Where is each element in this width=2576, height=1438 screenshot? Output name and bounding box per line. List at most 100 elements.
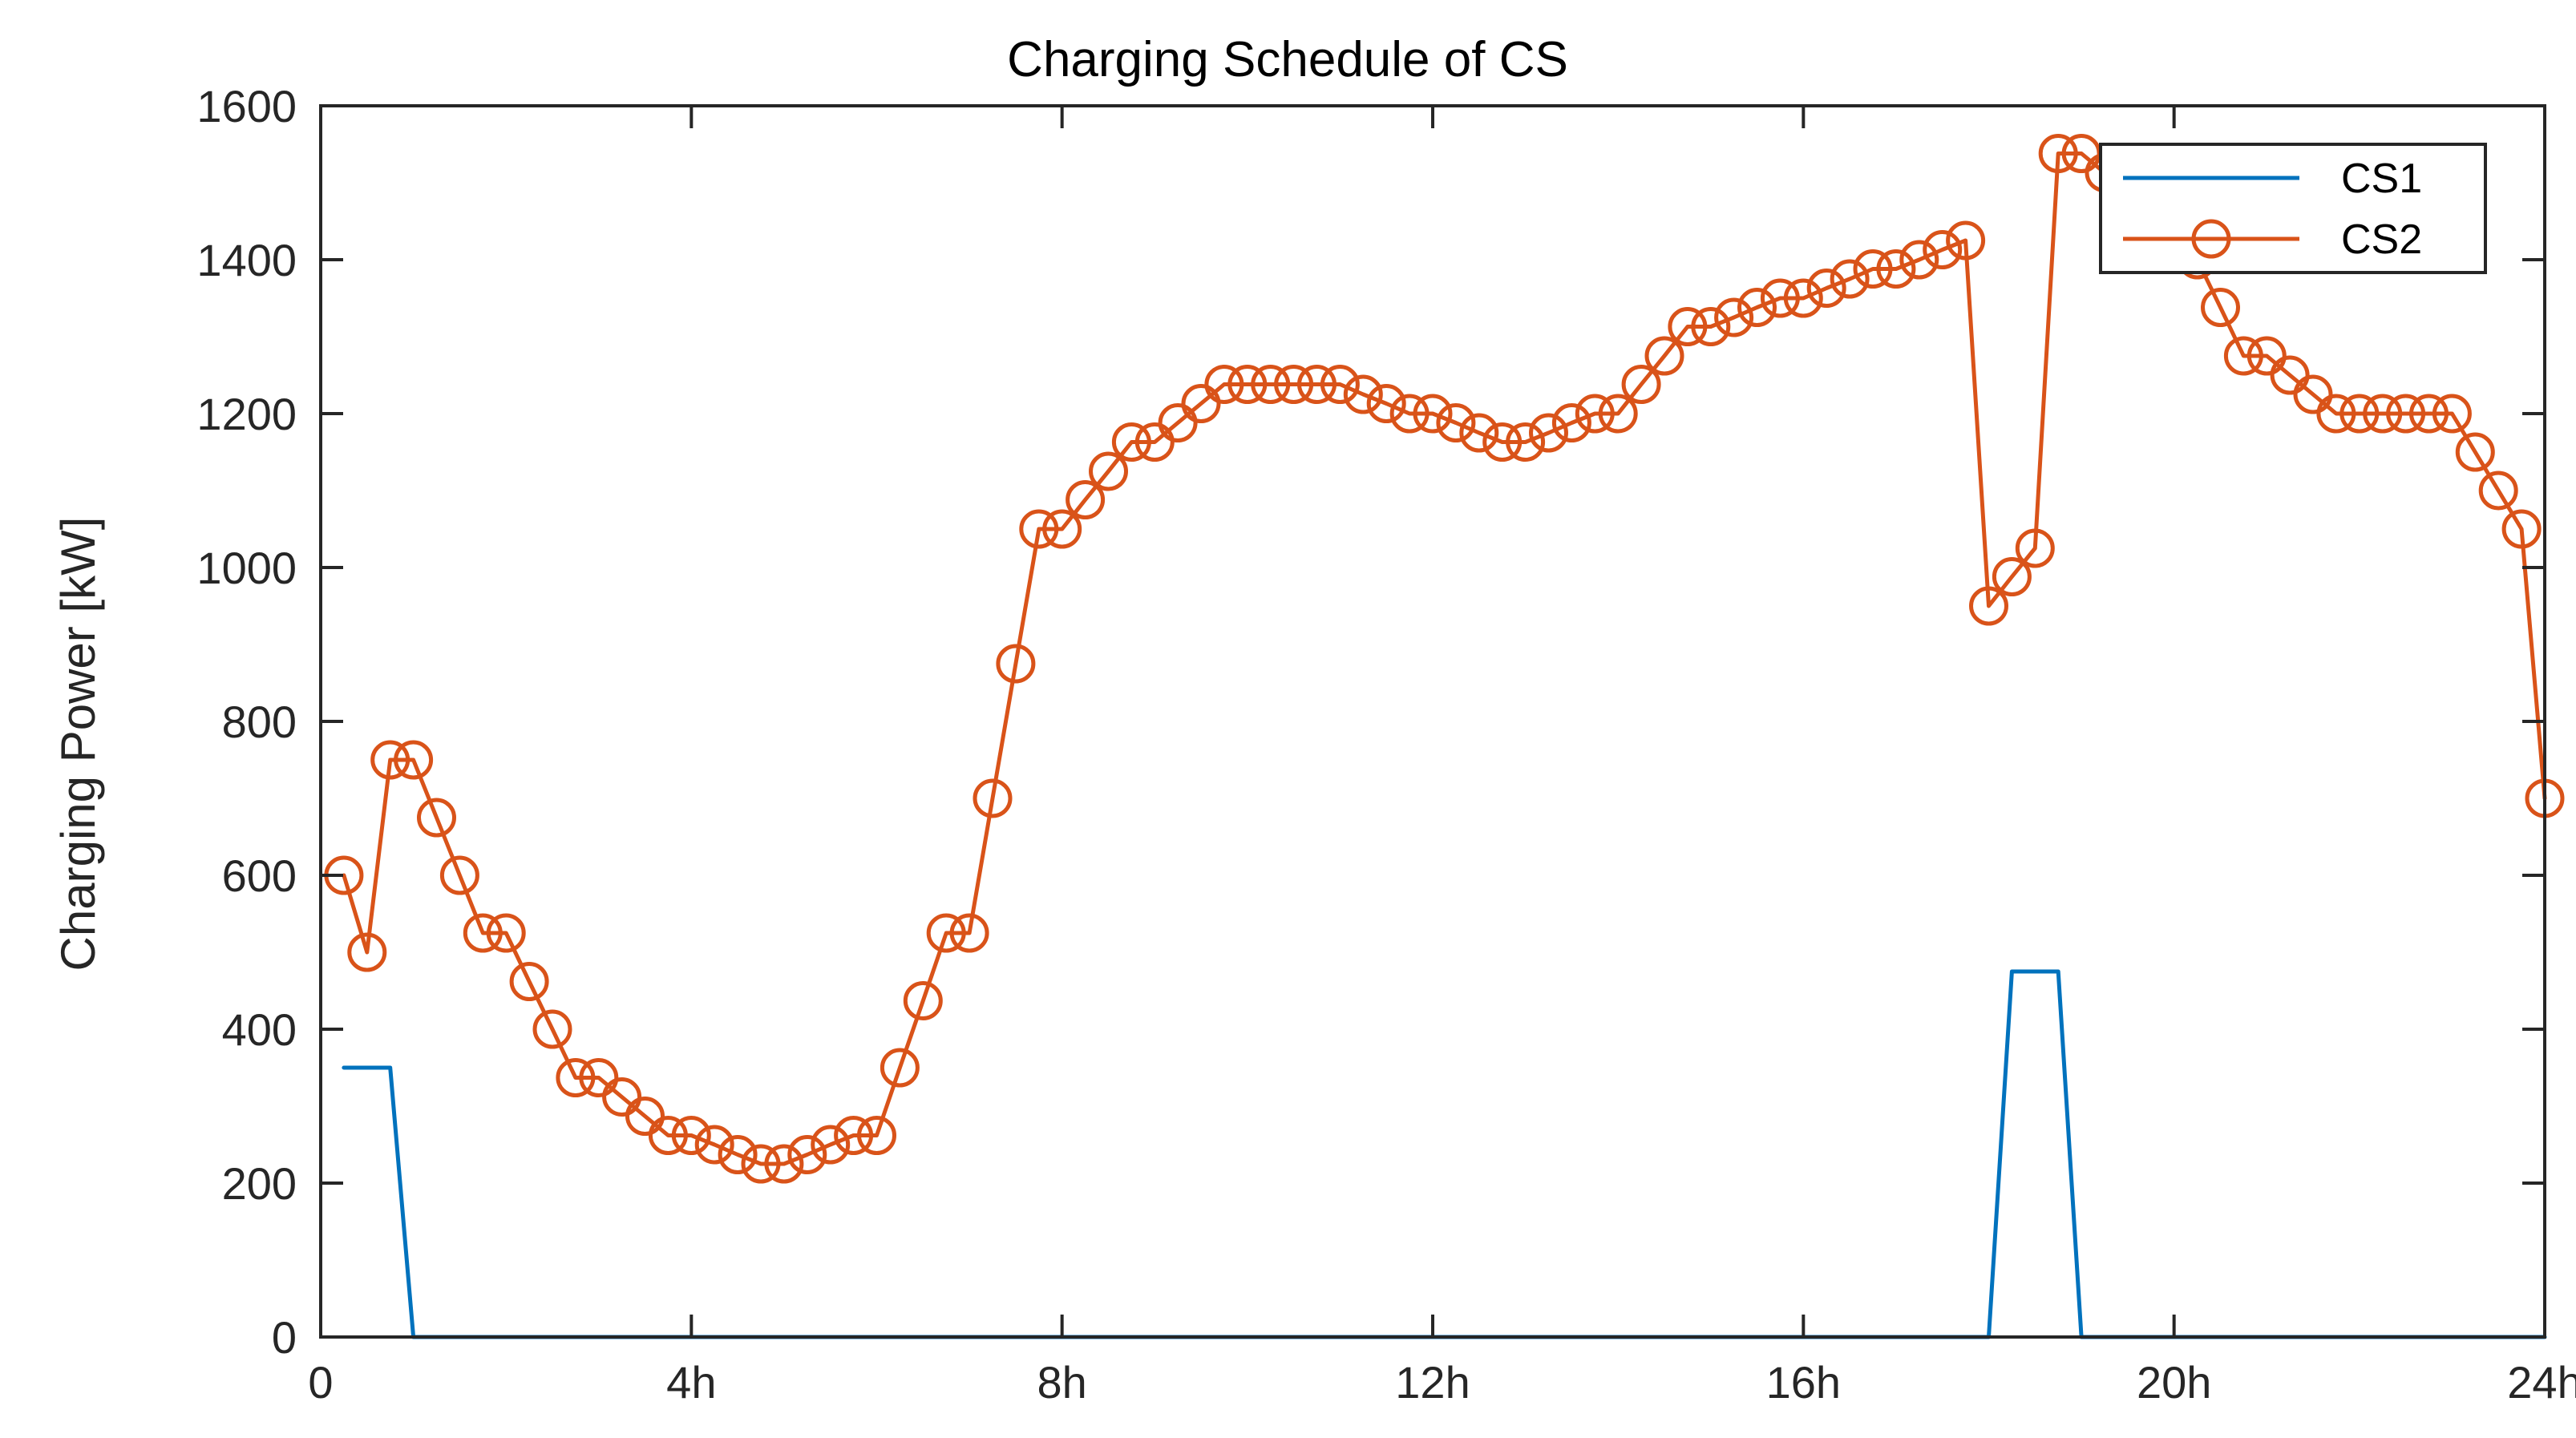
- data-point-cs2: [764, 1144, 804, 1184]
- legend-cs2-label: CS2: [2341, 216, 2422, 263]
- data-point-cs2: [1320, 365, 1360, 404]
- data-point-cs2: [1783, 278, 1823, 318]
- data-point-cs2: [648, 1116, 688, 1155]
- x-tick-label: 16h: [1766, 1357, 1841, 1408]
- data-point-cs2: [1482, 422, 1523, 462]
- data-point-cs2: [718, 1135, 758, 1174]
- y-tick-label: 1200: [196, 389, 297, 439]
- data-point-cs2: [996, 644, 1036, 684]
- data-point-cs2: [2339, 394, 2380, 434]
- data-point-cs2: [1853, 249, 1893, 289]
- data-point-cs2: [1992, 557, 2032, 596]
- data-point-cs2: [741, 1144, 781, 1184]
- data-point-cs2: [2501, 509, 2542, 549]
- chart-title: Charging Schedule of CS: [1007, 32, 1568, 87]
- data-point-cs2: [2246, 336, 2287, 376]
- y-tick-label: 0: [272, 1312, 297, 1363]
- data-point-cs2: [1529, 413, 1568, 453]
- data-point-cs2: [926, 913, 966, 953]
- data-point-cs2: [949, 913, 989, 953]
- data-point-cs2: [1227, 365, 1268, 404]
- plot-area: [321, 106, 2545, 1337]
- y-tick-label: 600: [222, 850, 297, 901]
- data-point-cs2: [1251, 365, 1291, 404]
- data-point-cs2: [439, 855, 479, 895]
- data-point-cs2: [1506, 422, 1546, 462]
- data-point-cs2: [1644, 336, 1684, 376]
- data-point-cs2: [1042, 509, 1082, 549]
- data-point-cs2: [2432, 394, 2472, 434]
- data-point-cs2: [1575, 394, 1615, 434]
- data-point-cs2: [1204, 365, 1244, 404]
- data-point-cs2: [811, 1125, 851, 1165]
- y-tick-label: 1000: [196, 543, 297, 593]
- data-point-cs2: [1297, 365, 1337, 404]
- data-point-cs2: [1066, 480, 1106, 519]
- data-point-cs2: [1714, 297, 1754, 337]
- data-point-cs2: [1830, 259, 1870, 299]
- data-point-cs2: [1111, 422, 1151, 462]
- series-line-cs1: [342, 969, 2547, 1339]
- data-point-cs2: [1343, 374, 1383, 414]
- data-point-cs2: [2478, 471, 2518, 511]
- data-point-cs2: [1923, 230, 1963, 269]
- x-tick-label: 12h: [1395, 1357, 1470, 1408]
- data-point-cs2: [1019, 509, 1059, 549]
- x-tick-label: 24h: [2507, 1357, 2576, 1408]
- data-point-cs2: [556, 1058, 596, 1097]
- data-point-cs2: [1274, 365, 1314, 404]
- data-point-cs2: [394, 740, 434, 780]
- data-point-cs2: [973, 778, 1013, 818]
- data-point-cs2: [834, 1116, 874, 1155]
- data-point-cs2: [787, 1135, 827, 1174]
- data-point-cs2: [1806, 269, 1846, 308]
- data-point-cs2: [532, 1009, 572, 1049]
- data-point-cs2: [1621, 365, 1661, 404]
- data-point-cs2: [857, 1116, 896, 1155]
- data-point-cs2: [2386, 394, 2426, 434]
- data-point-cs2: [2038, 134, 2078, 173]
- data-point-cs2: [671, 1116, 711, 1155]
- x-tick-label: 4h: [666, 1357, 716, 1408]
- data-point-cs2: [1668, 307, 1708, 346]
- data-point-cs2: [2455, 432, 2495, 472]
- data-point-cs2: [347, 932, 387, 972]
- data-point-cs2: [1760, 278, 1800, 318]
- data-point-cs2: [2015, 528, 2055, 568]
- y-axis-label: Charging Power [kW]: [51, 517, 105, 971]
- data-point-cs2: [1181, 384, 1221, 423]
- data-point-cs2: [903, 981, 943, 1020]
- data-point-cs2: [2201, 288, 2240, 327]
- data-point-cs2: [1691, 307, 1731, 346]
- data-point-cs2: [486, 913, 526, 953]
- data-point-cs2: [370, 740, 410, 780]
- data-point-cs2: [602, 1077, 642, 1117]
- legend-cs2-marker: [2191, 219, 2231, 259]
- data-point-cs2: [1459, 413, 1499, 453]
- data-point-cs2: [463, 913, 503, 953]
- data-point-cs2: [1413, 394, 1453, 434]
- data-point-cs2: [579, 1058, 619, 1097]
- data-point-cs2: [1551, 403, 1591, 442]
- data-point-cs2: [1089, 451, 1128, 491]
- data-point-cs2: [1366, 384, 1406, 423]
- data-point-cs2: [1158, 403, 1198, 442]
- legend: CS1 CS2: [2099, 143, 2487, 274]
- data-point-cs2: [1899, 240, 1939, 280]
- data-point-cs2: [1389, 394, 1430, 434]
- data-point-cs2: [1737, 288, 1777, 327]
- data-point-cs2: [2316, 394, 2356, 434]
- x-tick-label: 0: [308, 1357, 333, 1408]
- y-tick-label: 800: [222, 697, 297, 747]
- x-tick-label: 20h: [2137, 1357, 2211, 1408]
- data-point-cs2: [2270, 355, 2310, 395]
- y-tick-label: 200: [222, 1158, 297, 1209]
- data-point-cs2: [880, 1048, 920, 1088]
- y-tick-label: 1600: [196, 81, 297, 131]
- x-tick-label: 8h: [1037, 1357, 1087, 1408]
- data-point-cs2: [694, 1125, 734, 1165]
- data-point-cs2: [625, 1097, 665, 1136]
- data-point-cs2: [1436, 403, 1476, 442]
- legend-box: [2099, 143, 2487, 274]
